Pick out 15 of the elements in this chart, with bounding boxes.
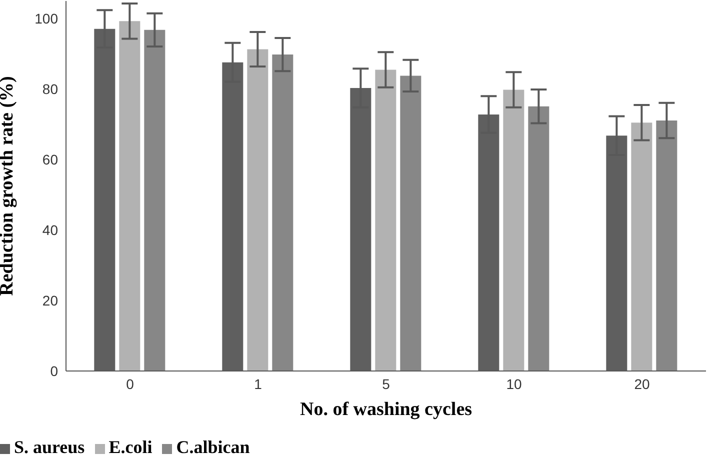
legend-label: E.coli	[108, 437, 152, 457]
y-tick-label: 40	[42, 222, 58, 238]
x-tick-label: 5	[382, 376, 390, 392]
x-tick-label: 10	[506, 376, 522, 392]
x-tick-label: 20	[634, 376, 650, 392]
x-tick-label: 1	[254, 376, 262, 392]
legend-label: S. aureus	[14, 437, 85, 457]
y-tick-label: 60	[42, 152, 58, 168]
y-tick-label: 0	[50, 362, 58, 379]
legend-label: C.albican	[176, 437, 250, 457]
y-tick-label: 80	[42, 81, 58, 98]
y-tick-label: 20	[42, 292, 58, 308]
y-tick-label: 100	[34, 10, 58, 27]
x-tick-label: 0	[126, 376, 134, 392]
x-axis-title: No. of washing cycles	[300, 399, 472, 420]
